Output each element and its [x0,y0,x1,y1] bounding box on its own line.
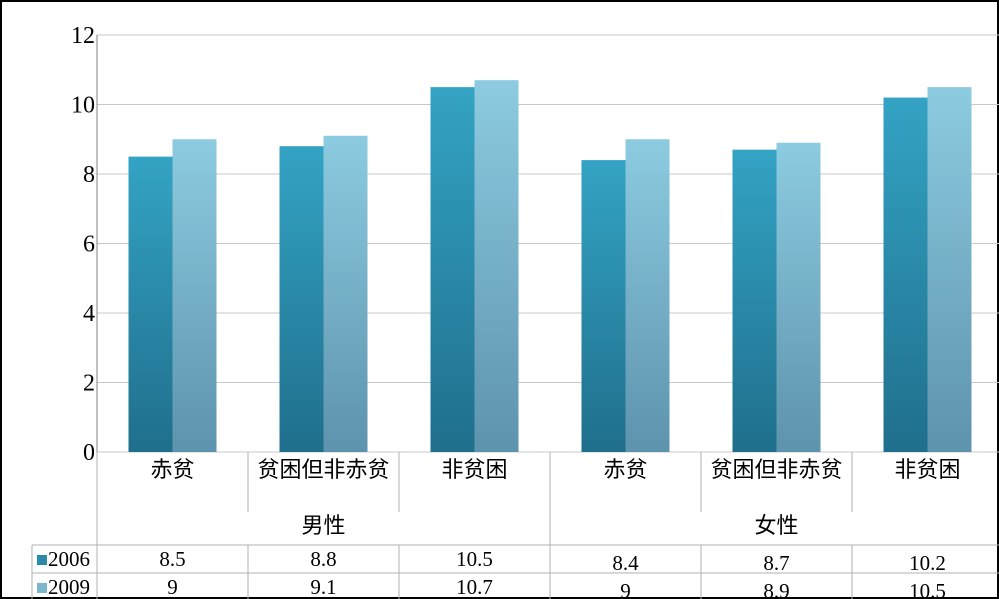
bar-2009-5 [927,87,972,452]
category-label: 贫困但非赤贫 [257,457,389,482]
bar-2006-2 [430,87,475,452]
data-label: 9 [620,579,631,599]
bar-2006-3 [581,160,626,452]
y-tick-label: 8 [83,162,95,188]
y-axis-ticks: 0 2 4 6 8 10 12 [71,23,95,466]
data-label: 8.7 [763,551,789,575]
legend-label: 2006 [48,547,90,571]
data-label: 8.9 [763,579,789,599]
data-label: 8.5 [159,547,185,571]
bar-2009-1 [323,135,368,452]
data-label: 10.5 [456,547,493,571]
bar-2006-5 [883,97,928,453]
bar-2009-2 [474,80,519,453]
data-label: 9 [167,575,178,599]
group-label: 男性 [301,513,345,538]
bar-2009-3 [625,139,670,452]
category-label: 贫困但非赤贫 [710,457,842,482]
bar-2006-0 [128,156,173,452]
y-tick-label: 2 [83,371,95,397]
category-label: 非贫困 [894,457,960,482]
data-label: 10.2 [909,551,946,575]
legend-swatch-2006 [37,555,47,565]
bars [128,80,972,453]
bar-2009-0 [172,139,217,452]
bar-2006-1 [279,146,324,452]
data-label: 10.7 [456,575,493,599]
data-label: 8.8 [310,547,336,571]
legend-swatch-2009 [37,583,47,593]
gridlines [96,34,999,453]
legend-label: 2009 [48,575,90,599]
category-label: 非贫困 [441,457,507,482]
group-label: 女性 [754,513,798,538]
category-label: 赤贫 [150,457,194,482]
y-tick-label: 12 [71,23,95,49]
y-tick-label: 0 [83,440,95,466]
y-tick-label: 10 [71,93,95,119]
data-label: 9.1 [310,575,336,599]
data-label: 8.4 [612,551,639,575]
y-tick-label: 6 [83,232,95,258]
y-tick-label: 4 [83,301,95,327]
data-label: 10.5 [909,579,946,599]
bar-2009-4 [776,142,821,452]
category-label: 赤贫 [603,457,647,482]
bar-2006-4 [732,149,777,453]
